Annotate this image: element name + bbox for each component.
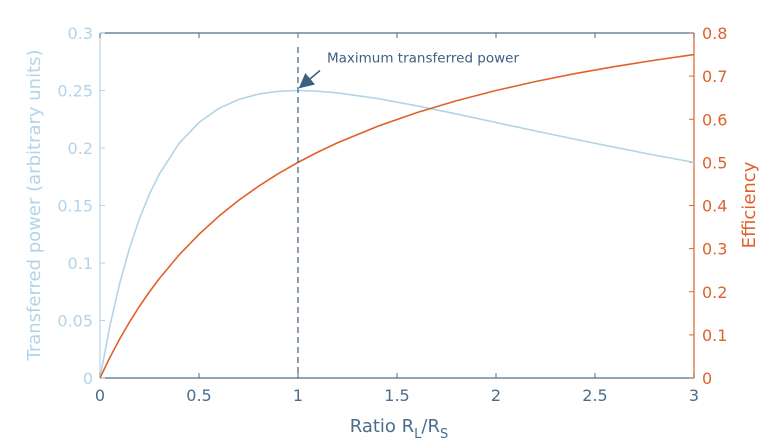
x-tick-label: 1 (293, 386, 303, 405)
left-y-axis-label: Transferred power (arbitrary units) (24, 49, 45, 361)
x-axis-label-sub-s: S (440, 427, 448, 442)
x-tick-label: 0.5 (186, 386, 211, 405)
x-axis-label: Ratio RL/RS (350, 416, 449, 442)
x-axis-ticks: 0 0.5 1 1.5 2 2.5 3 (95, 33, 699, 405)
right-y-tick-label: 0.8 (702, 24, 727, 43)
right-y-tick-label: 0 (702, 369, 712, 388)
left-y-tick-label: 0.1 (68, 254, 93, 273)
right-y-tick-label: 0.5 (702, 153, 727, 172)
annotation-arrow (298, 69, 321, 89)
efficiency-line (99, 53, 695, 379)
right-y-tick-label: 0.1 (702, 326, 727, 345)
series-layer (99, 53, 695, 379)
right-y-axis-label: Efficiency (739, 161, 760, 248)
x-tick-label: 1.5 (384, 386, 409, 405)
x-axis-label-main: Ratio R (350, 416, 414, 437)
right-y-axis-ticks: 0 0.1 0.2 0.3 0.4 0.5 0.6 0.7 0.8 (689, 24, 727, 388)
left-y-tick-label: 0.3 (68, 24, 93, 43)
x-tick-label: 2.5 (582, 386, 607, 405)
left-y-tick-label: 0.15 (57, 197, 93, 216)
left-y-tick-label: 0.25 (57, 82, 93, 101)
right-y-tick-label: 0.3 (702, 240, 727, 259)
x-axis-label-sub-l: L (414, 427, 422, 442)
annotation-layer: Maximum transferred power (297, 47, 519, 378)
left-y-tick-label: 0.05 (57, 312, 93, 331)
transferred-power-line (99, 89, 695, 379)
left-y-tick-label: 0 (83, 369, 93, 388)
left-y-axis-ticks: 0 0.05 0.1 0.15 0.2 0.25 0.3 (57, 24, 105, 388)
right-y-tick-label: 0.6 (702, 110, 727, 129)
x-axis-label-mid: /R (421, 416, 440, 437)
right-y-tick-label: 0.4 (702, 197, 727, 216)
x-tick-label: 3 (689, 386, 699, 405)
x-tick-label: 0 (95, 386, 105, 405)
right-y-tick-label: 0.7 (702, 67, 727, 86)
x-tick-label: 2 (491, 386, 501, 405)
annotation-label: Maximum transferred power (327, 51, 519, 67)
left-y-tick-label: 0.2 (68, 139, 93, 158)
right-y-tick-label: 0.2 (702, 283, 727, 302)
plot-frame (99, 32, 695, 379)
